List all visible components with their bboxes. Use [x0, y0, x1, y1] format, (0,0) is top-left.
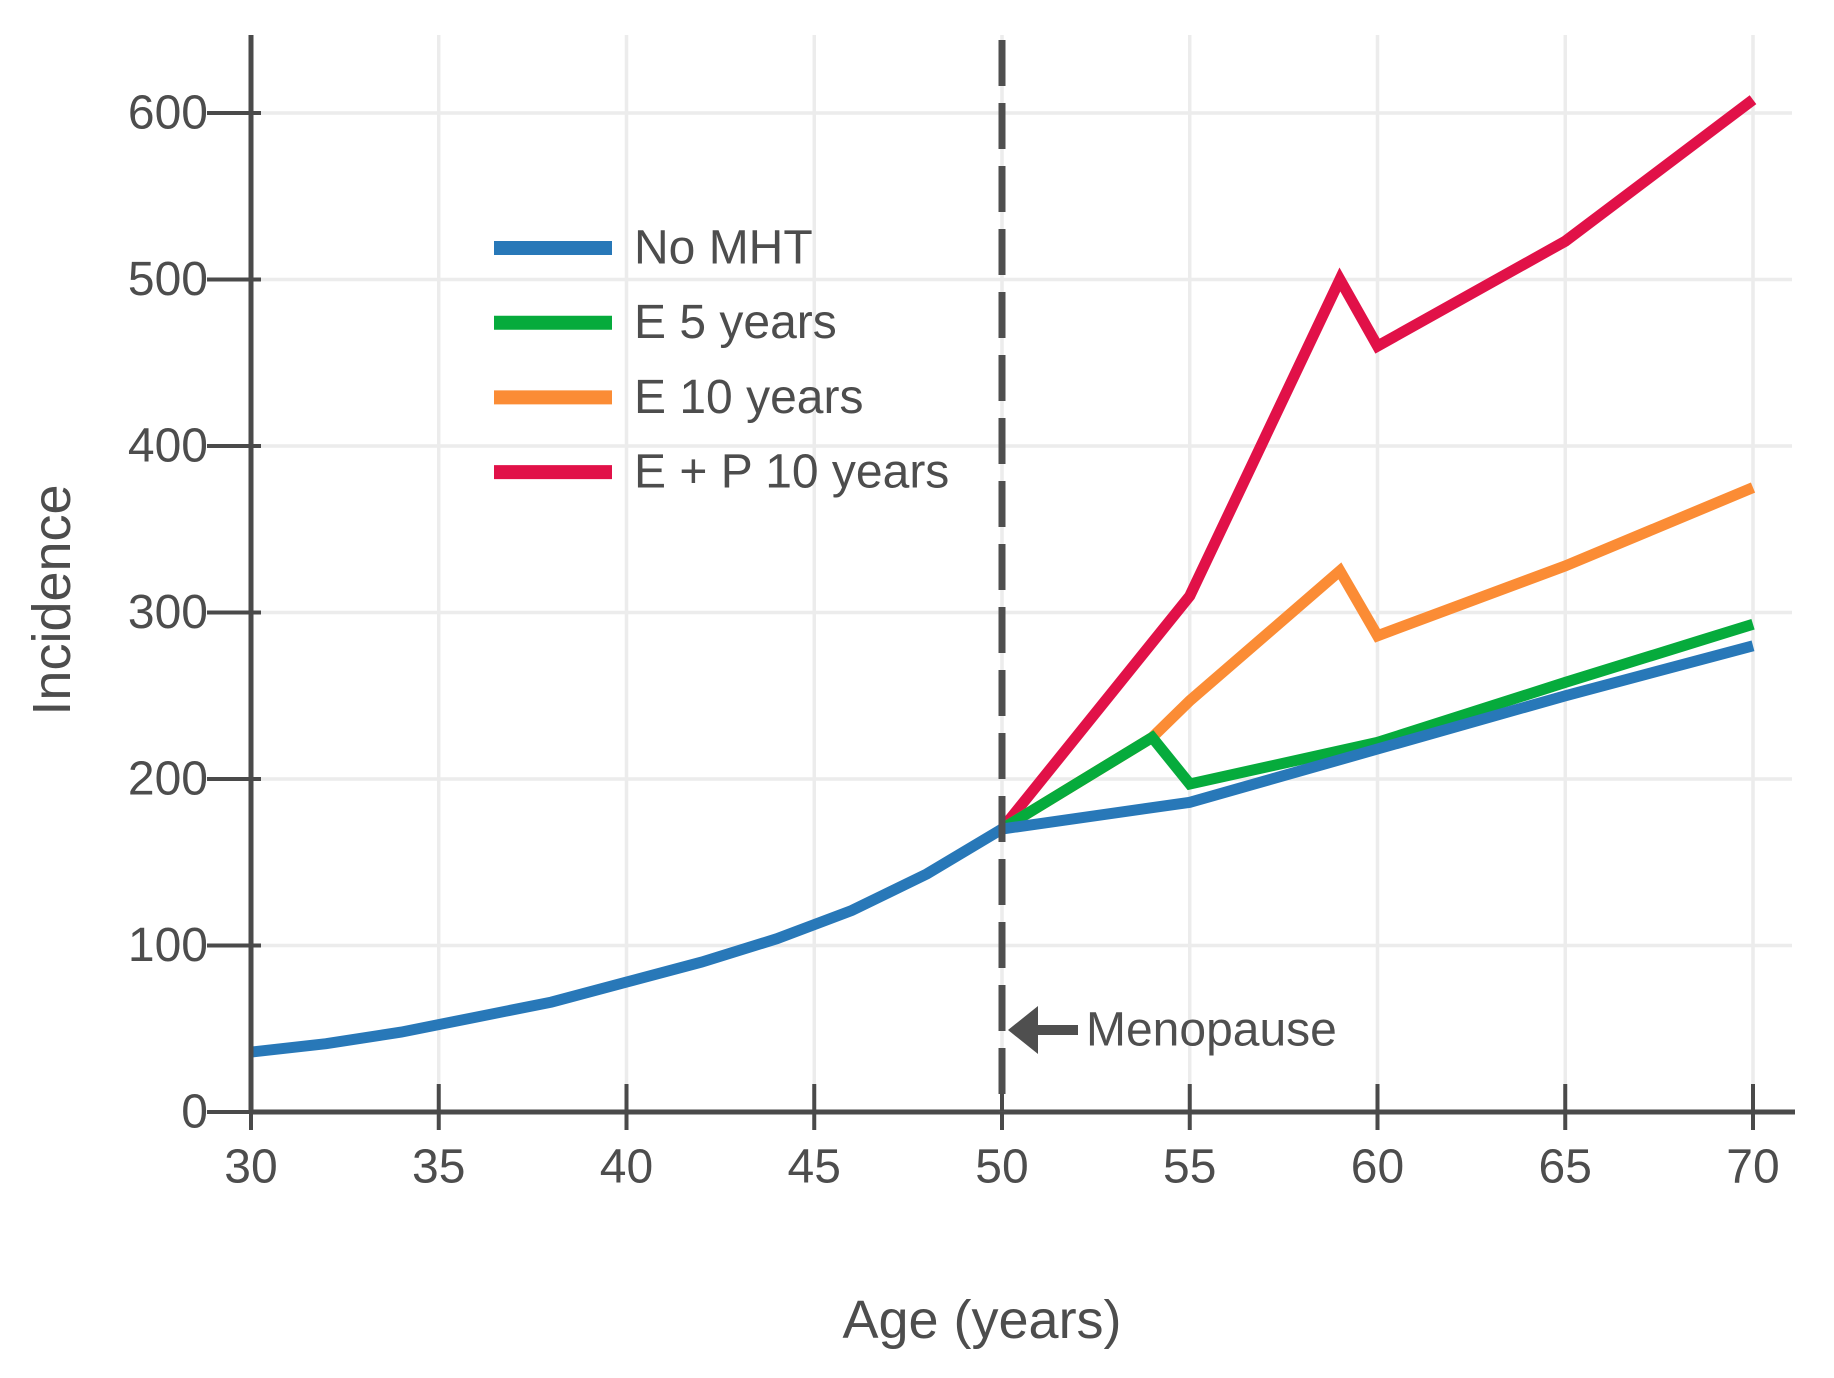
y-tick-label: 100 [128, 919, 208, 972]
menopause-annotation: Menopause [998, 40, 1337, 1112]
x-axis-title: Age (years) [842, 1290, 1121, 1350]
legend-item-e-p-10-years: E + P 10 years [494, 446, 949, 499]
legend-label: E 10 years [634, 371, 863, 424]
left-arrow-icon [1008, 1006, 1078, 1054]
x-tick-label: 70 [1726, 1141, 1779, 1194]
x-tick-label: 45 [788, 1141, 841, 1194]
legend-item-e-5-years: E 5 years [494, 296, 837, 349]
x-tick-label: 30 [224, 1141, 277, 1194]
legend-item-e-10-years: E 10 years [494, 371, 863, 424]
y-tick-label: 0 [181, 1086, 208, 1139]
y-tick-label: 300 [128, 586, 208, 639]
legend: No MHT E 5 years E 10 years E + P 10 years [494, 222, 949, 499]
x-tick-label: 60 [1351, 1141, 1404, 1194]
legend-label: E 5 years [634, 296, 837, 349]
legend-item-no-mht: No MHT [494, 222, 813, 275]
x-tick-label: 55 [1163, 1141, 1216, 1194]
series-lines [250, 95, 1757, 1058]
tick-labels: 30 35 40 45 50 55 60 65 70 0 100 200 300 400 500 600 [128, 87, 1780, 1194]
gridlines [251, 35, 1792, 1112]
series-line-e-5-years [999, 618, 1755, 834]
x-tick-label: 35 [412, 1141, 465, 1194]
y-tick-label: 500 [128, 253, 208, 306]
y-axis-title: Incidence [22, 484, 82, 715]
y-tick-label: 600 [128, 87, 208, 140]
y-tick-label: 200 [128, 753, 208, 806]
axes [207, 35, 1795, 1130]
series-line-no-mht [250, 640, 1755, 1058]
x-tick-label: 40 [600, 1141, 653, 1194]
series-line-e-p-10-years [997, 95, 1757, 833]
y-tick-label: 400 [128, 420, 208, 473]
legend-label: E + P 10 years [634, 446, 949, 499]
legend-label: No MHT [634, 222, 813, 275]
x-tick-label: 50 [975, 1141, 1028, 1194]
x-tick-label: 65 [1539, 1141, 1592, 1194]
menopause-label: Menopause [1086, 1004, 1337, 1057]
